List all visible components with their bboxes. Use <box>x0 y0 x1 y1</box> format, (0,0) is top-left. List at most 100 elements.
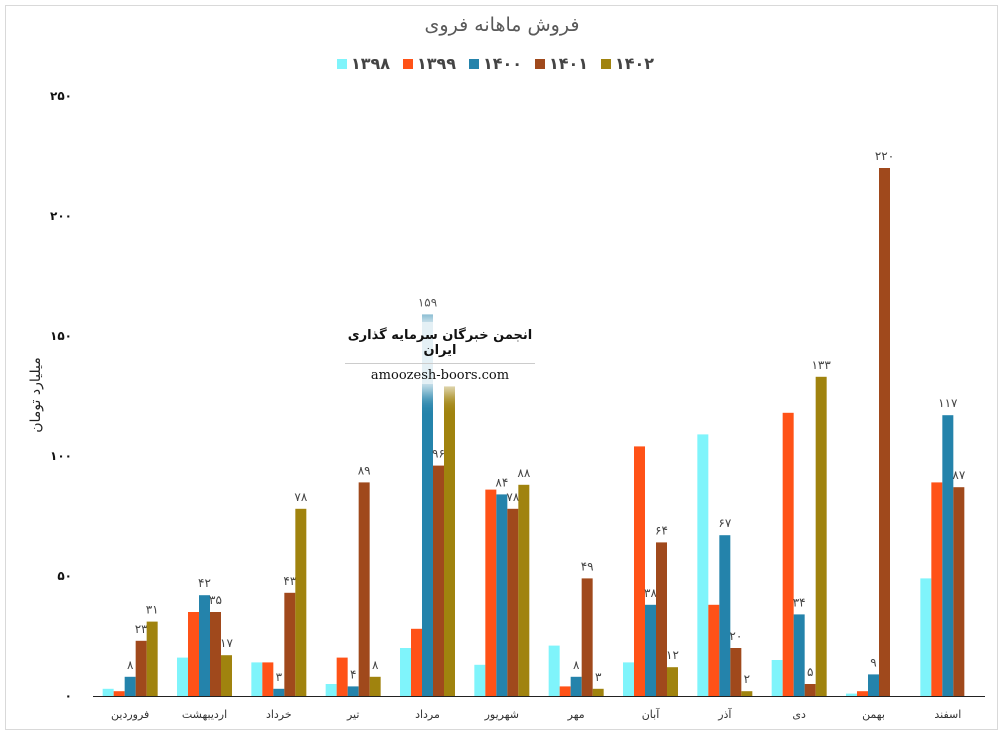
data-label: ۸ <box>573 658 580 672</box>
bar <box>559 686 571 696</box>
x-tick-label: مرداد <box>415 708 440 721</box>
legend-label: ۱۳۹۹ <box>417 54 456 73</box>
data-label: ۲۲۰ <box>875 149 894 163</box>
bar <box>422 314 433 696</box>
bar <box>570 676 582 696</box>
data-label: ۳۸ <box>644 586 657 600</box>
bar <box>358 482 370 696</box>
legend-label: ۱۴۰۲ <box>615 54 654 73</box>
bar <box>433 465 444 696</box>
y-axis-label: میلیارد تومان <box>28 357 44 432</box>
bar <box>251 662 263 696</box>
bar <box>868 674 879 696</box>
x-axis: فروردین اردیبهشت خرداد تیر مرداد شهریور مهر آبا… <box>93 696 985 721</box>
bar <box>782 412 794 696</box>
legend-swatch <box>601 59 611 69</box>
legend-swatch <box>469 59 479 69</box>
bar <box>857 691 868 696</box>
bar <box>942 415 954 696</box>
bar <box>656 542 667 696</box>
chart-title: فروش ماهانه فروی <box>425 14 580 36</box>
y-tick-label: ۱۰۰ <box>50 449 72 463</box>
watermark: انجمن خبرگان سرمایه گذاری ایران amoozesh… <box>335 322 545 384</box>
data-label: ۸۸ <box>517 466 530 480</box>
data-label: ۳۴ <box>793 595 806 609</box>
bar <box>667 667 678 696</box>
watermark-url: amoozesh-boors.com <box>370 368 510 383</box>
data-label: ۲۰ <box>729 629 742 643</box>
data-label: ۴۳ <box>283 574 296 588</box>
bar <box>741 691 753 696</box>
x-tick-label: اسفند <box>934 708 961 721</box>
bar <box>135 640 147 696</box>
bar <box>221 655 232 696</box>
bar <box>623 662 634 696</box>
bar <box>518 484 530 696</box>
bar <box>113 691 125 696</box>
bar <box>262 662 274 696</box>
bar <box>953 487 965 696</box>
data-label: ۹ <box>870 655 876 669</box>
bar <box>920 578 932 696</box>
legend-label: ۱۴۰۱ <box>549 54 588 73</box>
y-tick-label: ۲۵۰ <box>50 89 72 103</box>
data-label: ۱۷ <box>220 636 233 650</box>
bar <box>507 508 519 696</box>
x-tick-label: اردیبهشت <box>182 708 227 721</box>
data-label: ۸۴ <box>495 475 508 489</box>
bar <box>325 684 337 696</box>
data-label: ۵ <box>807 665 813 679</box>
x-tick-label: شهریور <box>484 708 519 721</box>
watermark-divider <box>345 363 535 364</box>
legend: ۱۳۹۸ ۱۳۹۹ ۱۴۰۰ ۱۴۰۱ ۱۴۰۲ <box>337 54 654 73</box>
x-tick-label: تیر <box>346 708 359 721</box>
bar <box>592 688 604 696</box>
legend-swatch <box>403 59 413 69</box>
data-label: ۴۹ <box>581 559 594 573</box>
data-label: ۲۳ <box>135 622 148 636</box>
bar <box>188 612 199 696</box>
data-label: ۱۱۷ <box>938 396 958 410</box>
bar <box>124 676 136 696</box>
bar <box>804 684 816 696</box>
data-label: ۶۷ <box>718 516 731 530</box>
x-tick-label: خرداد <box>266 708 292 721</box>
data-label: ۸۹ <box>358 463 371 477</box>
legend-swatch <box>535 59 545 69</box>
data-label: ۶۴ <box>655 523 668 537</box>
bar <box>548 645 560 696</box>
x-tick-label: بهمن <box>862 708 885 721</box>
bar <box>146 621 158 696</box>
data-label: ۱۵۹ <box>418 295 437 309</box>
y-tick-label: ۵۰ <box>57 569 72 583</box>
bar <box>581 578 593 696</box>
bar <box>210 612 221 696</box>
data-label: ۱۳۳ <box>811 358 831 372</box>
data-label: ۴ <box>350 667 356 681</box>
data-label: ۷۸ <box>294 490 307 504</box>
data-label: ۳۵ <box>209 593 222 607</box>
x-tick-label: فروردین <box>111 708 149 721</box>
bar <box>771 660 783 696</box>
bar <box>730 648 742 696</box>
bar <box>815 376 827 696</box>
bar <box>846 693 857 696</box>
bar <box>284 592 296 696</box>
y-tick-label: ۱۵۰ <box>50 329 72 343</box>
bar <box>102 688 114 696</box>
bar <box>369 676 381 696</box>
data-label: ۹۶ <box>432 447 445 461</box>
bar <box>719 535 731 696</box>
x-tick-label: آبان <box>642 707 660 721</box>
data-label: ۸۷ <box>952 468 965 482</box>
y-tick-label: ۰ <box>65 689 72 703</box>
bar <box>336 657 348 696</box>
bar <box>474 664 486 696</box>
bar <box>496 494 508 696</box>
bar <box>199 595 210 696</box>
bar <box>708 604 720 696</box>
data-label: ۸ <box>372 658 379 672</box>
bar <box>634 446 645 696</box>
